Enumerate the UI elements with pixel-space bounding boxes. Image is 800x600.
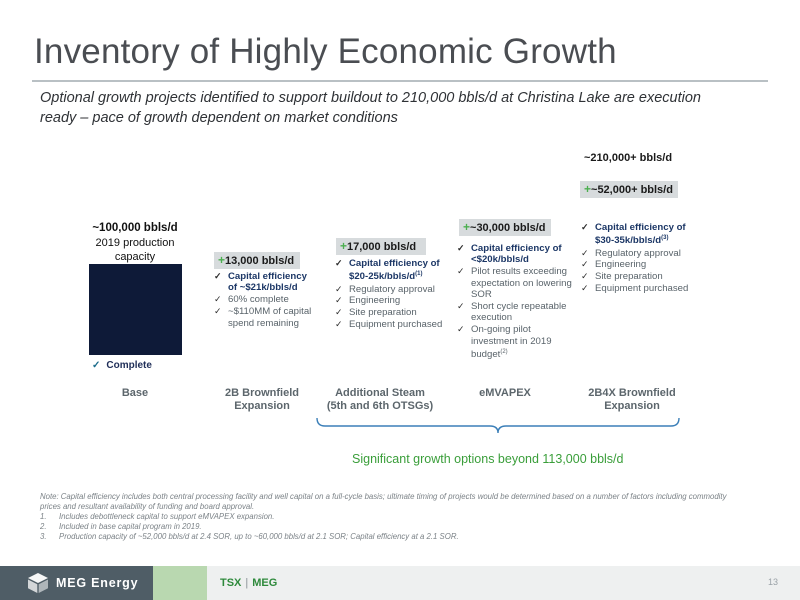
category-label-2b: 2B Brownfield Expansion <box>225 387 299 412</box>
check-item: Site preparation <box>581 271 699 283</box>
check-item: Site preparation <box>335 307 447 319</box>
footnotes: Note: Capital efficiency includes both c… <box>40 492 730 542</box>
title-divider <box>32 80 768 82</box>
base-bar <box>89 264 182 355</box>
footnote-item: 2. Included in base capital program in 20… <box>40 522 202 531</box>
check-item: Pilot results exceeding expectation on l… <box>457 266 575 300</box>
check-icon: ✓ <box>92 360 101 371</box>
checklist-emvapex: Capital efficiency of <$20k/bbls/d Pilot… <box>457 243 575 361</box>
base-header: ~100,000 bbls/d 2019 production capacity <box>87 221 183 264</box>
increment-badge-2b: +13,000 bbls/d <box>214 252 300 269</box>
check-item: 60% complete <box>214 294 314 306</box>
footnote-item: 3. Production capacity of ~52,000 bbls/d … <box>40 532 459 541</box>
plus-icon: + <box>463 220 471 234</box>
check-item: Capital efficiency of $20-25k/bbls/d(1) <box>335 258 447 283</box>
growth-options-text: Significant growth options beyond 113,00… <box>352 452 624 466</box>
base-check-item: ✓ Complete <box>92 360 152 371</box>
footnote-item: 1. Includes debottleneck capital to suppo… <box>40 512 275 521</box>
category-label-emvapex: eMVAPEX <box>479 387 531 399</box>
increment-value-emvapex: ~30,000 bbls/d <box>470 222 546 234</box>
increment-value-2b: 13,000 bbls/d <box>225 255 295 267</box>
increment-badge-steam: +17,000 bbls/d <box>336 238 426 255</box>
check-item: Short cycle repeatable execution <box>457 301 575 324</box>
check-item: Capital efficiency of <$20k/bbls/d <box>457 243 575 266</box>
ticker-symbol: TSX | MEG <box>220 577 278 589</box>
check-item: Equipment purchased <box>581 283 699 295</box>
check-item: Engineering <box>581 259 699 271</box>
base-value-label: ~100,000 bbls/d <box>92 222 178 234</box>
page-subtitle: Optional growth projects identified to s… <box>40 90 701 126</box>
footer-accent <box>153 566 207 600</box>
checklist-steam: Capital efficiency of $20-25k/bbls/d(1) … <box>335 258 447 331</box>
footer-logo-area: MEG Energy <box>0 566 153 600</box>
check-item: Regulatory approval <box>335 284 447 296</box>
increment-badge-2b4x: +~52,000+ bbls/d <box>580 181 678 198</box>
check-item: On-going pilot investment in 2019 budget… <box>457 324 575 360</box>
increment-badge-emvapex: +~30,000 bbls/d <box>459 219 551 236</box>
increment-value-2b4x: ~52,000+ bbls/d <box>591 184 673 196</box>
footer-bar: MEG Energy TSX | MEG 13 <box>0 566 800 600</box>
check-item: Capital efficiency of ~$21k/bbls/d <box>214 271 314 294</box>
total-capacity-label: ~210,000+ bbls/d <box>584 152 673 164</box>
category-label-steam: Additional Steam (5th and 6th OTSGs) <box>326 387 434 412</box>
increment-value-steam: 17,000 bbls/d <box>347 241 417 253</box>
check-item: Equipment purchased <box>335 319 447 331</box>
plus-icon: + <box>584 182 592 196</box>
checklist-2b: Capital efficiency of ~$21k/bbls/d 60% c… <box>214 271 314 330</box>
base-check-label: Complete <box>106 360 152 371</box>
check-item: Regulatory approval <box>581 248 699 260</box>
footer-strip <box>207 566 800 600</box>
plus-icon: + <box>340 239 348 253</box>
page-number: 13 <box>767 577 778 587</box>
check-item: Engineering <box>335 295 447 307</box>
category-label-base: Base <box>121 387 149 399</box>
footnote-main: Note: Capital efficiency includes both c… <box>40 492 727 511</box>
checklist-2b4x: Capital efficiency of $30-35k/bbls/d(3) … <box>581 222 699 295</box>
page-title: Inventory of Highly Economic Growth <box>34 32 617 71</box>
check-item: Capital efficiency of $30-35k/bbls/d(3) <box>581 222 699 247</box>
meg-cube-logo-icon <box>28 573 48 593</box>
check-item: ~$110MM of capital spend remaining <box>214 306 314 329</box>
category-label-2b4x: 2B4X Brownfield Expansion <box>588 387 676 412</box>
company-logo-text: MEG Energy <box>56 576 139 590</box>
base-sub-label: 2019 production capacity <box>95 237 175 263</box>
plus-icon: + <box>218 253 226 267</box>
growth-options-bracket <box>316 418 680 434</box>
